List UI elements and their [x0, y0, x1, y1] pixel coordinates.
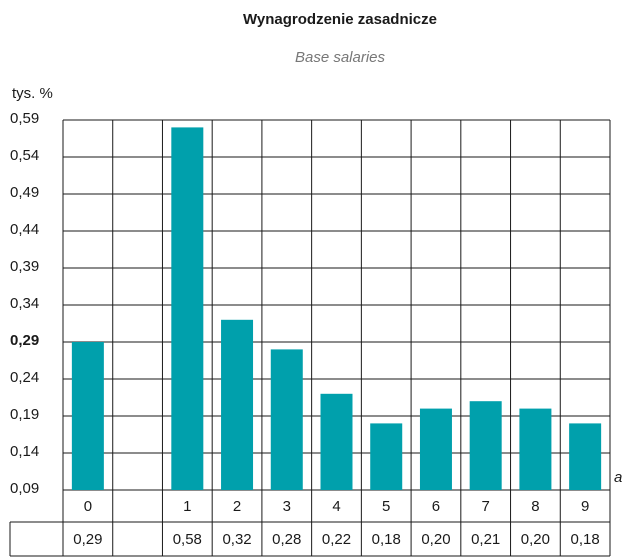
bar [270, 349, 303, 490]
bar [419, 408, 452, 490]
bar [71, 342, 104, 490]
x-axis-label: a [614, 469, 622, 486]
value-label: 0,58 [173, 531, 202, 548]
y-tick-label: 0,44 [10, 221, 39, 238]
x-tick-label: 9 [581, 498, 589, 515]
value-label: 0,20 [521, 531, 550, 548]
chart-title: Wynagrodzenie zasadnicze [243, 11, 437, 28]
value-label: 0,29 [73, 531, 102, 548]
x-tick-label: 8 [531, 498, 539, 515]
x-tick-label: 0 [84, 498, 92, 515]
x-tick-label: 4 [332, 498, 340, 515]
value-label: 0,21 [471, 531, 500, 548]
value-label: 0,20 [421, 531, 450, 548]
value-label: 0,18 [372, 531, 401, 548]
chart-subtitle: Base salaries [295, 49, 386, 66]
value-label: 0,32 [222, 531, 251, 548]
y-tick-label: 0,59 [10, 110, 39, 127]
bar [469, 401, 502, 490]
y-axis-label: tys. % [12, 85, 53, 102]
x-tick-label: 6 [432, 498, 440, 515]
y-tick-label: 0,24 [10, 369, 39, 386]
y-tick-label: 0,14 [10, 443, 39, 460]
value-label: 0,22 [322, 531, 351, 548]
x-tick-label: 2 [233, 498, 241, 515]
y-tick-label: 0,29 [10, 332, 39, 349]
value-label: 0,28 [272, 531, 301, 548]
y-tick-label: 0,09 [10, 480, 39, 497]
bar [221, 319, 254, 490]
bar [370, 423, 403, 490]
bar [569, 423, 602, 490]
y-tick-label: 0,19 [10, 406, 39, 423]
value-label: 0,18 [571, 531, 600, 548]
x-tick-label: 5 [382, 498, 390, 515]
x-tick-label: 3 [283, 498, 291, 515]
bar [320, 393, 353, 490]
y-tick-label: 0,54 [10, 147, 39, 164]
x-tick-label: 1 [183, 498, 191, 515]
y-tick-label: 0,49 [10, 184, 39, 201]
bar [171, 127, 204, 491]
x-tick-label: 7 [482, 498, 490, 515]
bar [519, 408, 552, 490]
y-tick-label: 0,39 [10, 258, 39, 275]
y-tick-label: 0,34 [10, 295, 39, 312]
